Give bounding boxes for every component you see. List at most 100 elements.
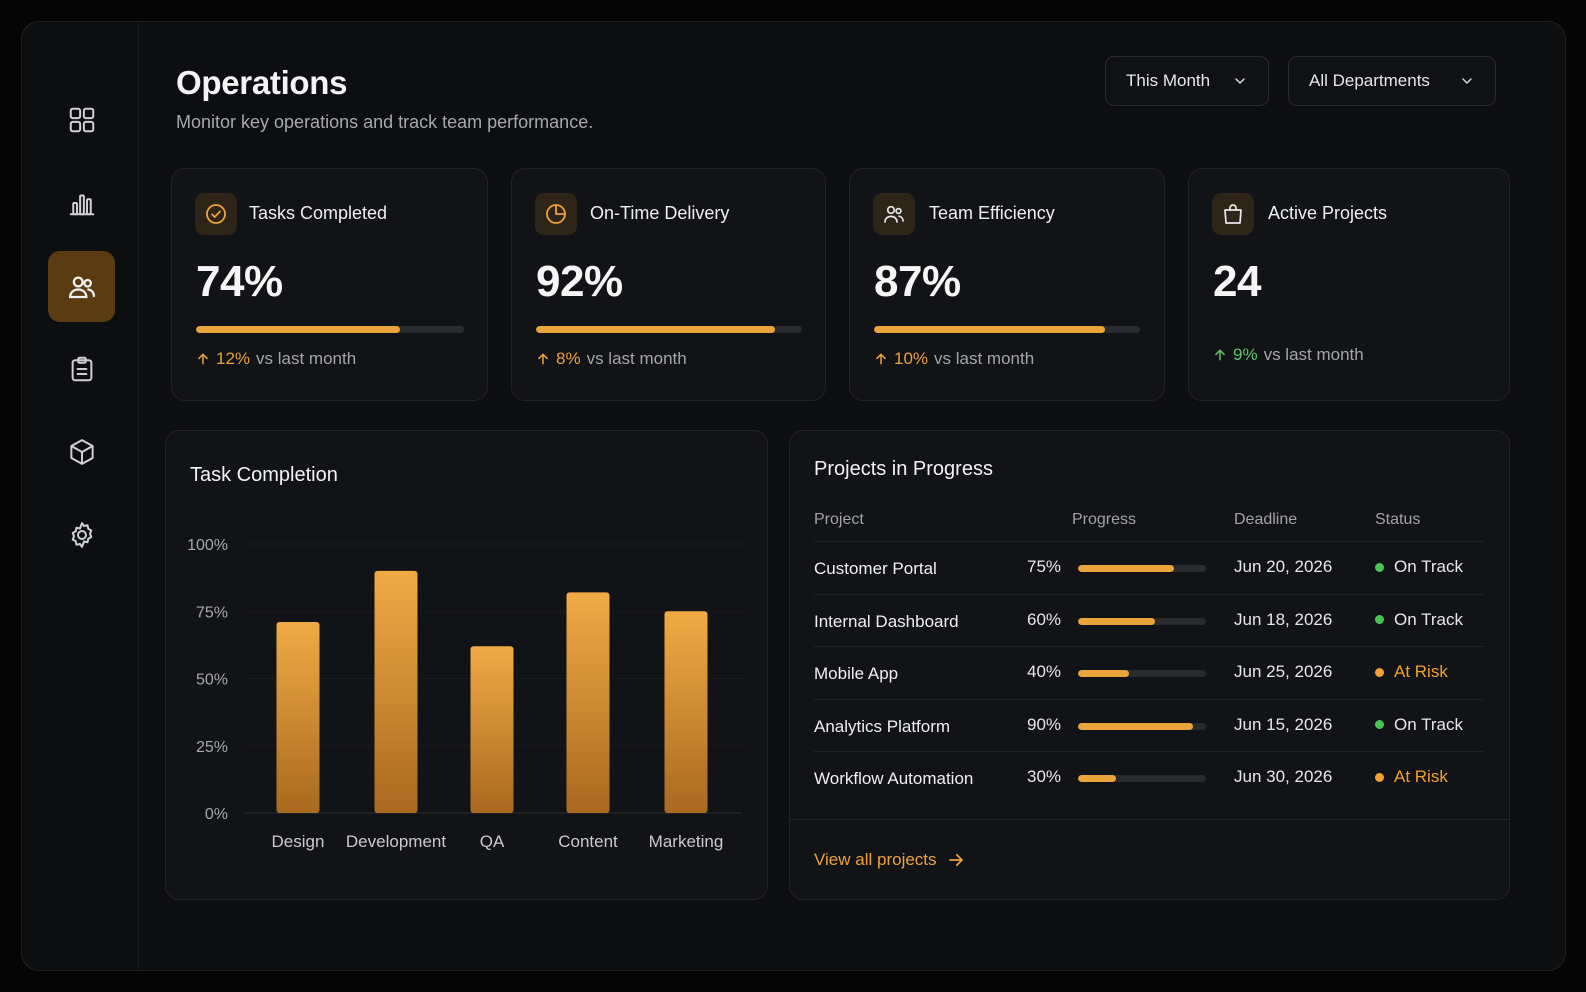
sidebar-item-team[interactable] [48, 251, 115, 322]
status-dot [1375, 562, 1384, 572]
stat-change: 8% vs last month [536, 349, 687, 369]
stat-change: 9% vs last month [1213, 345, 1364, 365]
project-progress-fill [1078, 670, 1130, 677]
project-progress-pct: 60% [1027, 609, 1062, 629]
project-progress-fill [1078, 775, 1117, 782]
arrow-up-icon [1215, 349, 1225, 361]
status-badge: On Track [1375, 715, 1463, 735]
bag-icon [1212, 193, 1254, 235]
users-icon [68, 276, 95, 298]
x-tick-label: Marketing [649, 832, 724, 851]
stat-label: Tasks Completed [249, 203, 388, 223]
stat-card-team-efficiency: Team Efficiency 87% 10% vs last month [849, 168, 1165, 401]
stat-label: Team Efficiency [929, 203, 1055, 223]
stat-progress-bar [536, 326, 802, 333]
arrow-up-icon [198, 353, 208, 365]
column-header-deadline: Deadline [1234, 511, 1298, 528]
project-progress-bar [1078, 617, 1206, 625]
project-name: Mobile App [814, 664, 899, 683]
chart-bar-qa[interactable] [470, 646, 514, 813]
project-deadline: Jun 18, 2026 [1234, 609, 1333, 629]
stat-progress-fill [196, 326, 400, 333]
page-subtitle: Monitor key operations and track team pe… [176, 112, 594, 132]
stat-progress-fill [874, 326, 1106, 333]
y-tick-label: 75% [196, 604, 228, 621]
sidebar [22, 22, 139, 970]
app-frame: Operations Monitor key operations and tr… [21, 21, 1566, 971]
table-row[interactable]: Customer Portal 75% Jun 20, 2026 On Track [814, 541, 1484, 593]
clipboard-icon [71, 356, 92, 381]
status-text: On Track [1394, 714, 1463, 734]
stat-progress-bar [196, 326, 464, 333]
table-row[interactable]: Analytics Platform 90% Jun 15, 2026 On Trac… [814, 698, 1484, 751]
pie-clock-icon [535, 193, 577, 235]
project-name: Analytics Platform [814, 716, 951, 736]
chart-bar-design[interactable] [276, 622, 320, 813]
department-dropdown-label: All Departments [1309, 71, 1430, 90]
period-dropdown-label: This Month [1126, 71, 1211, 90]
stat-change-pct: 10% [894, 349, 929, 368]
stat-progress-fill [536, 326, 776, 333]
project-deadline: Jun 15, 2026 [1234, 714, 1333, 734]
table-row[interactable]: Mobile App 40% Jun 25, 2026 At Risk [814, 646, 1484, 698]
table-row[interactable]: Workflow Automation 30% Jun 30, 2026 At Ris… [814, 751, 1484, 803]
status-badge: On Track [1375, 557, 1463, 577]
status-dot [1375, 615, 1384, 624]
view-all-projects-link[interactable]: View all projects [814, 850, 965, 870]
period-dropdown[interactable]: This Month [1105, 56, 1269, 106]
project-name: Customer Portal [814, 559, 937, 578]
x-tick-label: QA [480, 832, 505, 851]
chart-bar-marketing[interactable] [664, 611, 708, 813]
project-deadline: Jun 25, 2026 [1234, 662, 1333, 681]
stat-label: Active Projects [1268, 203, 1388, 223]
task-completion-panel: Task Completion 100% 75% 50% 25% 0% Design Dev… [165, 430, 768, 900]
project-progress-fill [1078, 565, 1174, 572]
stat-card-active-projects: Active Projects 24 9% vs last month [1188, 168, 1510, 401]
stat-progress-bar [874, 326, 1140, 333]
project-progress-bar [1078, 670, 1206, 677]
projects-panel: Projects in Progress Project Progress De… [789, 430, 1510, 900]
y-tick-label: 0% [205, 806, 228, 823]
stat-card-on-time-delivery: On-Time Delivery 92% 8% vs last month [511, 168, 826, 401]
column-header-status: Status [1375, 511, 1421, 528]
project-name: Internal Dashboard [814, 611, 959, 631]
table-row[interactable]: Internal Dashboard 60% Jun 18, 2026 On Trac… [814, 593, 1484, 646]
gear-icon [71, 521, 92, 548]
arrow-right-icon [948, 853, 963, 867]
task-completion-chart: 100% 75% 50% 25% 0% Design Development QA Conten… [187, 537, 742, 851]
sidebar-item-tasks[interactable] [48, 333, 115, 404]
stat-change-pct: 12% [216, 349, 251, 368]
project-progress-bar [1078, 775, 1206, 782]
chart-bar-development[interactable] [374, 570, 418, 813]
project-progress-bar [1078, 565, 1206, 572]
project-progress-pct: 30% [1027, 767, 1062, 786]
column-header-progress: Progress [1072, 511, 1137, 528]
project-name: Workflow Automation [814, 769, 974, 788]
status-text: On Track [1394, 609, 1463, 629]
chart-bar-content[interactable] [566, 592, 610, 813]
arrow-up-icon [876, 353, 886, 365]
project-deadline: Jun 20, 2026 [1234, 557, 1333, 576]
status-text: At Risk [1394, 662, 1448, 681]
chevron-down-icon [1235, 78, 1245, 85]
status-badge: At Risk [1375, 662, 1448, 682]
sidebar-item-inventory[interactable] [48, 416, 115, 487]
bar-chart-icon [69, 194, 94, 215]
view-all-label: View all projects [814, 850, 937, 869]
x-tick-label: Development [346, 832, 446, 851]
sidebar-item-settings[interactable] [48, 499, 115, 570]
stat-value: 24 [1213, 257, 1261, 306]
sidebar-item-dashboard[interactable] [48, 84, 115, 155]
y-tick-label: 25% [196, 739, 228, 756]
sidebar-item-analytics[interactable] [48, 167, 115, 238]
stat-change-text: vs last month [1263, 345, 1364, 364]
status-text: At Risk [1394, 767, 1448, 786]
project-deadline: Jun 30, 2026 [1234, 767, 1333, 786]
check-circle-icon [195, 193, 237, 235]
stat-value: 92% [536, 257, 623, 306]
chevron-down-icon [1462, 78, 1472, 85]
status-badge: At Risk [1375, 767, 1448, 787]
department-dropdown[interactable]: All Departments [1288, 56, 1496, 106]
stat-value: 74% [196, 257, 283, 306]
stat-value: 87% [874, 257, 961, 306]
